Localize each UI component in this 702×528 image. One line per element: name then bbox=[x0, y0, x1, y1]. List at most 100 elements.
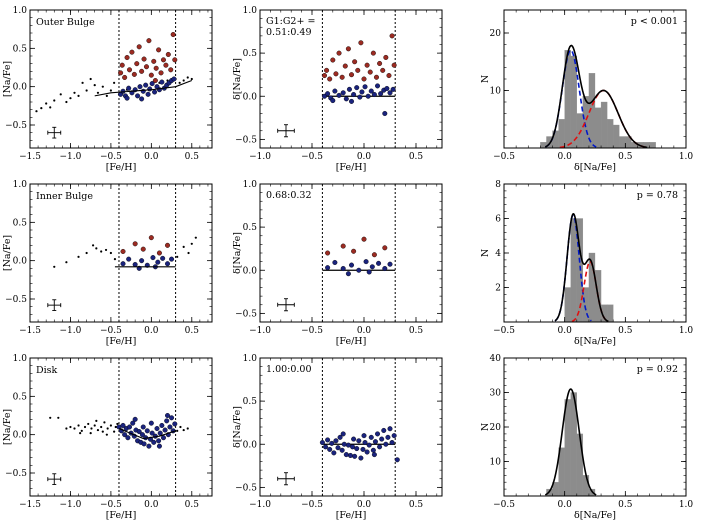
plot-area bbox=[554, 212, 614, 322]
point-g1 bbox=[137, 84, 143, 90]
plot-area bbox=[47, 184, 197, 322]
x-tick-label: −1.0 bbox=[249, 152, 271, 162]
point-field bbox=[109, 89, 112, 92]
ratio-label: 1.00:0.00 bbox=[266, 364, 312, 375]
x-tick-label: 0.0 bbox=[144, 500, 159, 510]
point-g1 bbox=[387, 90, 393, 96]
hist-bar bbox=[619, 136, 626, 148]
point-field bbox=[114, 425, 117, 429]
point-g1 bbox=[149, 430, 155, 436]
point-g2 bbox=[389, 33, 395, 39]
point-field bbox=[89, 432, 92, 435]
panel-row2-col1: −1.5 −1.0 −0.5 0.0 0.5 −0.5 0.0 0.5 1.0 [Fe/H] [Na… bbox=[2, 180, 213, 347]
point-g2 bbox=[333, 71, 339, 77]
x-axis-title: [Fe/H] bbox=[106, 510, 137, 521]
x-tick-label: −1.0 bbox=[60, 326, 82, 336]
point-g1 bbox=[356, 438, 362, 444]
point-g2 bbox=[126, 67, 132, 73]
point-field bbox=[176, 429, 179, 432]
point-g2 bbox=[371, 252, 377, 258]
point-g1 bbox=[363, 259, 369, 265]
fit-curve-total bbox=[544, 388, 597, 496]
y-tick-label: 30 bbox=[490, 389, 502, 399]
x-tick-label: 0.0 bbox=[357, 326, 372, 336]
point-g1 bbox=[167, 424, 173, 430]
y-tick-label: −0.5 bbox=[235, 483, 257, 493]
point-g1 bbox=[356, 267, 362, 273]
point-g1 bbox=[366, 269, 372, 275]
y-tick-label: 10 bbox=[490, 87, 502, 97]
point-g1 bbox=[340, 431, 346, 437]
point-g1 bbox=[147, 86, 153, 92]
point-field bbox=[105, 433, 108, 436]
x-tick-label: −1.0 bbox=[249, 326, 271, 336]
point-field bbox=[85, 251, 88, 255]
point-g1 bbox=[340, 90, 346, 96]
point-field bbox=[101, 85, 104, 88]
x-axis-title: [Fe/H] bbox=[106, 336, 137, 347]
panel-label: Inner Bulge bbox=[36, 191, 93, 202]
y-axis-title: [Na/Fe] bbox=[2, 409, 13, 445]
point-field bbox=[49, 106, 52, 109]
point-g2 bbox=[351, 248, 357, 254]
point-g1 bbox=[162, 427, 168, 433]
point-g1 bbox=[160, 255, 166, 261]
panel-row1-col1: −1.5 −1.0 −0.5 0.0 0.5 −0.5 0.0 0.5 1.0 [Fe/H] [Na… bbox=[2, 6, 213, 173]
point-g2 bbox=[358, 40, 364, 46]
point-g1 bbox=[369, 264, 375, 270]
point-g2 bbox=[146, 38, 152, 44]
x-tick-label: 0.0 bbox=[558, 500, 573, 510]
point-field bbox=[186, 427, 189, 430]
x-tick-label: 0.5 bbox=[618, 500, 633, 510]
point-g2 bbox=[132, 241, 138, 247]
plot-area bbox=[277, 358, 400, 496]
point-field bbox=[73, 427, 76, 430]
point-g1 bbox=[382, 110, 388, 116]
y-tick-label: 6 bbox=[495, 215, 501, 225]
point-field bbox=[45, 102, 48, 105]
point-field bbox=[95, 419, 98, 422]
point-g1 bbox=[122, 432, 128, 438]
y-tick-label: −0.5 bbox=[5, 295, 27, 305]
point-g2 bbox=[139, 68, 145, 74]
point-g2 bbox=[349, 72, 355, 78]
y-axis-title: N bbox=[480, 423, 491, 431]
y-tick-label: −0.5 bbox=[5, 469, 27, 479]
hist-bar bbox=[564, 287, 571, 322]
point-g1 bbox=[143, 82, 149, 88]
point-g1 bbox=[169, 415, 175, 421]
point-g1 bbox=[130, 420, 136, 426]
point-g2 bbox=[168, 67, 174, 73]
x-tick-label: 1.0 bbox=[679, 326, 694, 336]
point-g1 bbox=[352, 453, 358, 459]
point-field bbox=[104, 248, 108, 252]
point-g1 bbox=[144, 428, 150, 434]
panel-row1-col2: −1.0 −0.5 0.0 0.5 −0.5 0.0 0.5 1.0 [Fe/H] δ[Na/Fe… bbox=[232, 6, 443, 173]
x-tick-label: 1.0 bbox=[679, 500, 694, 510]
hist-bar bbox=[564, 399, 571, 496]
point-field bbox=[35, 110, 38, 113]
point-g2 bbox=[165, 242, 171, 248]
point-g1 bbox=[332, 88, 338, 94]
point-g1 bbox=[140, 88, 146, 94]
point-g2 bbox=[148, 72, 154, 78]
y-tick-label: 1.0 bbox=[13, 180, 28, 190]
point-g2 bbox=[345, 46, 351, 52]
point-g1 bbox=[336, 92, 342, 98]
point-g1 bbox=[382, 266, 388, 272]
point-g1 bbox=[375, 83, 381, 89]
hist-bar bbox=[649, 142, 656, 148]
point-g1 bbox=[366, 442, 372, 448]
point-field bbox=[116, 422, 119, 426]
point-g1 bbox=[159, 79, 165, 85]
axes-frame bbox=[29, 183, 213, 323]
hist-bar bbox=[606, 304, 614, 322]
x-tick-label: −0.5 bbox=[493, 500, 515, 510]
point-g2 bbox=[156, 250, 162, 256]
fit-curve-total bbox=[554, 212, 609, 322]
point-g1 bbox=[132, 416, 138, 422]
point-g1 bbox=[171, 76, 177, 82]
panel-row1-col3: −0.5 0.0 0.5 1.0 10 20 δ[Na/Fe] Np < 0.001 bbox=[480, 9, 693, 173]
y-axis-title: [Na/Fe] bbox=[2, 235, 13, 271]
y-axis-title: δ[Na/Fe] bbox=[232, 232, 243, 274]
